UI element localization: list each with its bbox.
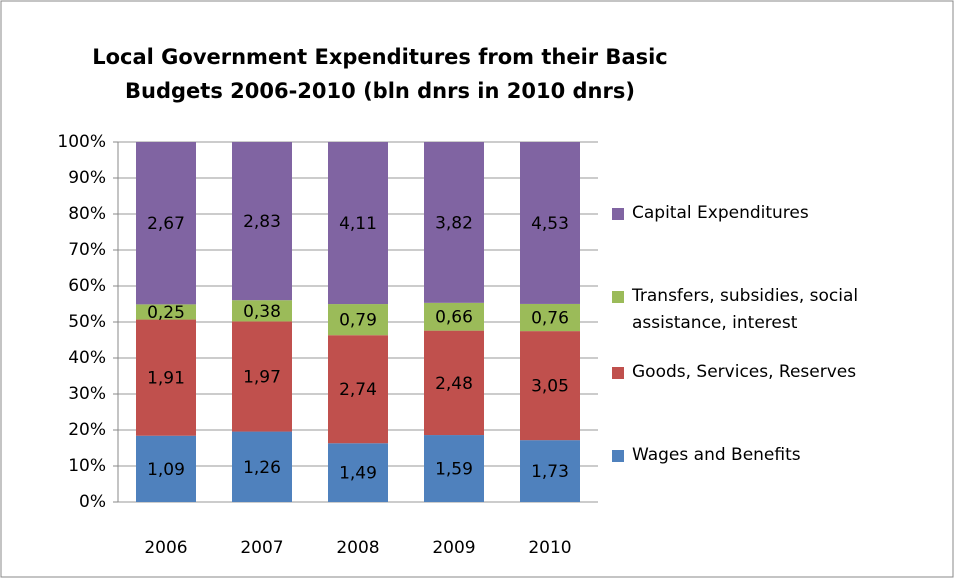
- bar-segment: [232, 431, 292, 502]
- bar-segment: [136, 435, 196, 502]
- data-label: 0,76: [531, 309, 569, 329]
- bar-segment: [328, 335, 388, 444]
- bar-segment: [424, 142, 484, 303]
- data-label: 1,73: [531, 462, 569, 482]
- data-label: 1,59: [435, 460, 473, 480]
- bar-segment: [232, 321, 292, 432]
- data-label: 2,83: [243, 212, 281, 232]
- data-label: 2,48: [435, 374, 473, 394]
- legend-label: Capital Expenditures: [632, 203, 809, 223]
- legend-swatch: [612, 291, 624, 303]
- bar-segment: [328, 142, 388, 305]
- legend-item: Wages and Benefits: [612, 442, 942, 469]
- bar-segment: [232, 300, 292, 322]
- bar-segment: [328, 304, 388, 336]
- y-tick-label: 0%: [79, 492, 106, 512]
- data-label: 0,66: [435, 308, 473, 328]
- legend-label: Goods, Services, Reserves: [632, 362, 857, 382]
- y-tick-label: 30%: [68, 384, 106, 404]
- bar-segment: [520, 303, 580, 332]
- y-tick-label: 40%: [68, 348, 106, 368]
- y-tick-label: 10%: [68, 456, 106, 476]
- bar-segment: [136, 319, 196, 436]
- data-label: 1,49: [339, 464, 377, 484]
- data-label: 2,74: [339, 380, 377, 400]
- legend-swatch: [612, 208, 624, 220]
- data-label: 1,26: [243, 458, 281, 478]
- x-tick-label: 2006: [144, 538, 187, 558]
- legend-label: Wages and Benefits: [632, 445, 801, 465]
- x-tick-label: 2008: [336, 538, 379, 558]
- legend-swatch: [612, 367, 624, 379]
- chart-title: Local Government Expenditures from their…: [92, 45, 668, 103]
- bar-segment: [520, 331, 580, 441]
- legend-label: Transfers, subsidies, social assistance,…: [632, 286, 859, 333]
- y-tick-label: 100%: [57, 132, 106, 152]
- data-label: 1,91: [147, 369, 185, 389]
- legend-item: Capital Expenditures: [612, 200, 942, 227]
- data-label: 1,97: [243, 368, 281, 388]
- bar-segment: [520, 440, 580, 502]
- x-tick-label: 2009: [432, 538, 475, 558]
- bar-segment: [520, 142, 580, 304]
- bar-segment: [328, 443, 388, 502]
- bar-segment: [136, 142, 196, 305]
- y-tick-label: 90%: [68, 168, 106, 188]
- data-label: 4,11: [339, 214, 377, 234]
- legend-item: Goods, Services, Reserves: [612, 359, 942, 386]
- y-tick-label: 50%: [68, 312, 106, 332]
- bar-segment: [424, 302, 484, 331]
- bar-segment: [424, 330, 484, 436]
- bar-segment: [136, 304, 196, 320]
- data-label: 2,67: [147, 214, 185, 234]
- y-tick-label: 80%: [68, 204, 106, 224]
- bar-segment: [232, 142, 292, 301]
- y-tick-label: 70%: [68, 240, 106, 260]
- data-label: 0,79: [339, 311, 377, 331]
- legend-swatch: [612, 450, 624, 462]
- data-label: 3,82: [435, 213, 473, 233]
- y-tick-label: 20%: [68, 420, 106, 440]
- legend-item: Transfers, subsidies, social assistance,…: [612, 283, 942, 337]
- x-tick-label: 2007: [240, 538, 283, 558]
- y-tick-label: 60%: [68, 276, 106, 296]
- bar-segment: [424, 435, 484, 502]
- data-label: 1,09: [147, 460, 185, 480]
- data-label: 0,38: [243, 302, 281, 322]
- data-label: 3,05: [531, 377, 569, 397]
- x-tick-label: 2010: [528, 538, 571, 558]
- data-label: 0,25: [147, 303, 185, 323]
- data-label: 4,53: [531, 214, 569, 234]
